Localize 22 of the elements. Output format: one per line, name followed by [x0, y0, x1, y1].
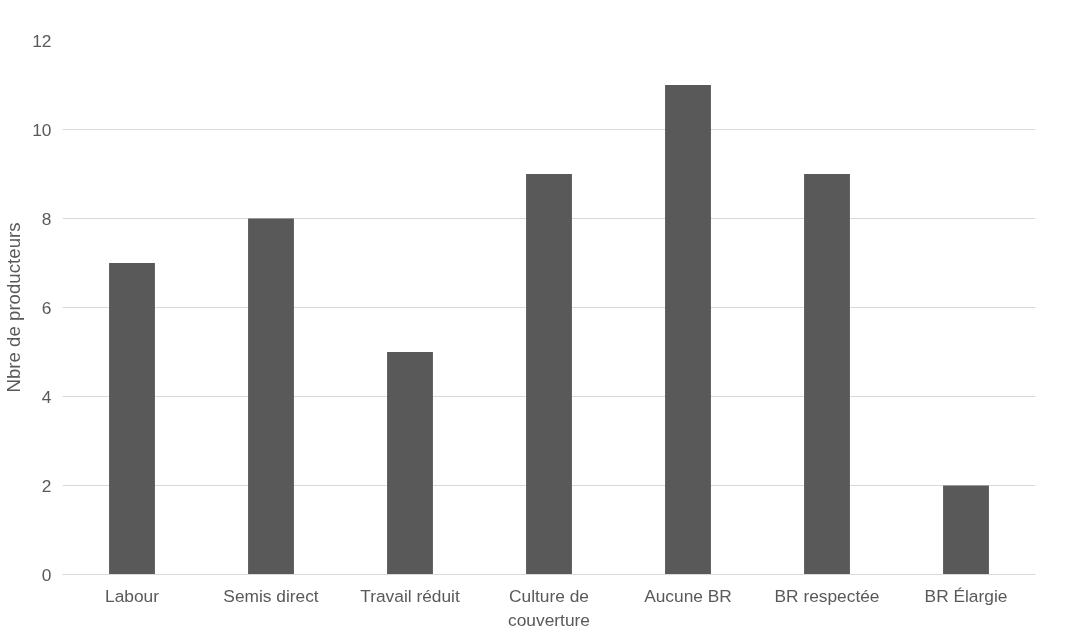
y-tick-label: 0 — [41, 564, 52, 585]
x-tick-label: Aucune BR — [644, 585, 732, 606]
x-tick-label: Labour — [105, 585, 160, 606]
bar — [665, 85, 711, 575]
x-tick-label: Semis direct — [223, 585, 319, 606]
y-axis-title: Nbre de producteurs — [3, 222, 25, 393]
y-tick-label: 2 — [41, 475, 52, 496]
y-tick-label: 12 — [32, 30, 52, 51]
bar — [387, 352, 433, 575]
bar — [526, 174, 572, 575]
y-tick-label: 4 — [41, 386, 52, 407]
bar — [804, 174, 850, 575]
y-tick-label: 6 — [41, 297, 52, 318]
x-tick-label: Culture de couverture — [508, 585, 590, 630]
bar — [248, 218, 294, 575]
bar — [943, 485, 989, 575]
x-tick-label: BR Élargie — [924, 585, 1008, 606]
x-tick-label: BR respectée — [774, 585, 880, 606]
y-tick-label: 8 — [41, 208, 52, 229]
bar — [109, 263, 155, 575]
y-tick-label: 10 — [32, 119, 52, 140]
x-tick-label: Travail réduit — [360, 585, 460, 606]
